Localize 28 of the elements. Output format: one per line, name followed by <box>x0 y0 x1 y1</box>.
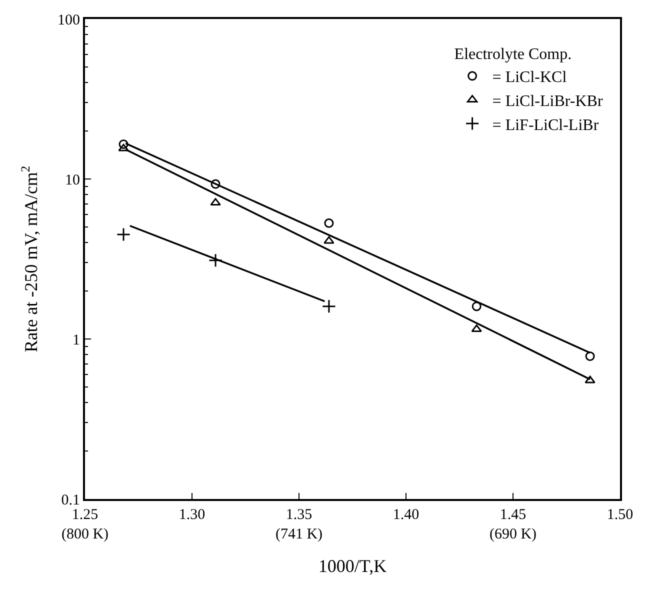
point <box>324 218 334 228</box>
x-tick-label: 1.50 <box>606 507 634 523</box>
point <box>324 236 334 244</box>
x-tick-label: 1.45 (690 K) <box>489 507 537 542</box>
point <box>472 302 482 312</box>
point <box>210 198 221 206</box>
point <box>585 352 595 362</box>
legend-label: = LiCl-LiBr-KBr <box>492 92 604 110</box>
y-tick-label: 1 <box>72 332 80 348</box>
y-tick-label: 0.1 <box>61 492 80 508</box>
point <box>471 324 482 332</box>
point <box>584 376 596 384</box>
point <box>210 179 220 189</box>
x-tick-label: 1.40 <box>392 507 420 523</box>
point <box>118 144 129 152</box>
legend-label: = LiF-LiCl-LiBr <box>492 116 600 134</box>
point <box>116 227 131 242</box>
x-tick-label: 1.35 (741 K) <box>275 507 323 542</box>
y-tick-label: 100 <box>58 12 80 28</box>
point <box>118 139 128 149</box>
legend-title: Electrolyte Comp. <box>454 46 572 63</box>
point <box>322 299 336 314</box>
legend-label: = LiCl-KCl <box>492 69 568 86</box>
x-tick-label: 1.25 (800 K) <box>61 507 109 542</box>
x-tick-label: 1.30 <box>178 507 206 523</box>
point <box>208 253 223 268</box>
y-tick-label: 10 <box>65 172 80 188</box>
x-axis-title: 1000/T,K <box>318 556 387 576</box>
